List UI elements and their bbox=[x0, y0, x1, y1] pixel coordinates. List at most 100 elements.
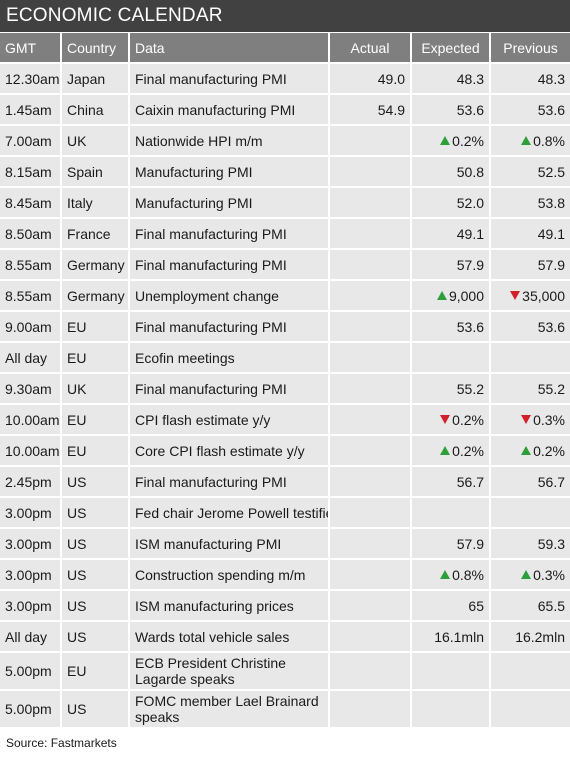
table-row: 3.00pm US Construction spending m/m 0.8% 0.… bbox=[0, 558, 570, 589]
cell-country: France bbox=[62, 219, 130, 248]
calendar-title: ECONOMIC CALENDAR bbox=[0, 0, 570, 32]
up-arrow-icon bbox=[436, 291, 447, 300]
expected-value: 16.1mln bbox=[434, 628, 484, 645]
country-value: UK bbox=[67, 132, 87, 149]
cell-previous: 0.2% bbox=[491, 436, 570, 465]
cell-country: UK bbox=[62, 126, 130, 155]
cell-expected: 53.6 bbox=[412, 312, 491, 341]
cell-gmt: 10.00am bbox=[0, 436, 62, 465]
gmt-value: 8.55am bbox=[5, 256, 52, 273]
country-value: US bbox=[67, 597, 87, 614]
cell-previous: 49.1 bbox=[491, 219, 570, 248]
cell-actual bbox=[330, 436, 412, 465]
cell-gmt: 1.45am bbox=[0, 95, 62, 124]
cell-expected: 65 bbox=[412, 591, 491, 620]
cell-actual bbox=[330, 219, 412, 248]
expected-value: 52.0 bbox=[456, 194, 484, 211]
cell-actual bbox=[330, 691, 412, 727]
cell-gmt: 3.00pm bbox=[0, 529, 62, 558]
gmt-value: 9.00am bbox=[5, 318, 52, 335]
table-row: All day US Wards total vehicle sales 16.1ml… bbox=[0, 620, 570, 651]
previous-value: 59.3 bbox=[537, 535, 565, 552]
cell-country: EU bbox=[62, 436, 130, 465]
cell-expected: 0.2% bbox=[412, 405, 491, 434]
expected-value: 0.2% bbox=[452, 132, 484, 149]
data-value: Final manufacturing PMI bbox=[135, 225, 287, 242]
actual-value: 54.9 bbox=[377, 101, 405, 118]
cell-actual bbox=[330, 312, 412, 341]
cell-expected: 52.0 bbox=[412, 188, 491, 217]
cell-actual bbox=[330, 405, 412, 434]
table-row: 3.00pm US ISM manufacturing prices 65 65.5 bbox=[0, 589, 570, 620]
cell-previous: 65.5 bbox=[491, 591, 570, 620]
previous-value: 16.2mln bbox=[515, 628, 565, 645]
table-row: All day EU Ecofin meetings bbox=[0, 341, 570, 372]
country-value: US bbox=[67, 504, 87, 521]
previous-value: 0.3% bbox=[533, 411, 565, 428]
cell-actual bbox=[330, 467, 412, 496]
cell-data: Final manufacturing PMI bbox=[130, 64, 330, 93]
cell-expected: 9,000 bbox=[412, 281, 491, 310]
table-row: 2.45pm US Final manufacturing PMI 56.7 56.7 bbox=[0, 465, 570, 496]
source-note: Source: Fastmarkets bbox=[6, 736, 117, 750]
table-row: 9.30am UK Final manufacturing PMI 55.2 55.2 bbox=[0, 372, 570, 403]
cell-previous: 0.3% bbox=[491, 560, 570, 589]
header-data: Data bbox=[130, 33, 330, 62]
cell-data: ISM manufacturing prices bbox=[130, 591, 330, 620]
cell-previous: 48.3 bbox=[491, 64, 570, 93]
cell-country: US bbox=[62, 560, 130, 589]
cell-data: Core CPI flash estimate y/y bbox=[130, 436, 330, 465]
cell-actual bbox=[330, 591, 412, 620]
data-value: FOMC member Lael Brainard speaks bbox=[135, 693, 319, 725]
cell-previous bbox=[491, 691, 570, 727]
cell-actual bbox=[330, 622, 412, 651]
data-value: Final manufacturing PMI bbox=[135, 256, 287, 273]
table-row: 8.50am France Final manufacturing PMI 49.1 4… bbox=[0, 217, 570, 248]
cell-data: Fed chair Jerome Powell testifies bbox=[130, 498, 330, 527]
cell-actual bbox=[330, 250, 412, 279]
cell-gmt: 8.50am bbox=[0, 219, 62, 248]
country-value: Italy bbox=[67, 194, 93, 211]
previous-value: 65.5 bbox=[537, 597, 565, 614]
country-value: US bbox=[67, 628, 87, 645]
country-value: Japan bbox=[67, 70, 106, 87]
cell-gmt: 5.00pm bbox=[0, 653, 62, 689]
calendar-table: GMT Country Data Actual Expected Previou… bbox=[0, 32, 570, 727]
cell-previous: 52.5 bbox=[491, 157, 570, 186]
previous-value: 53.8 bbox=[537, 194, 565, 211]
data-value: Wards total vehicle sales bbox=[135, 628, 290, 645]
country-value: EU bbox=[67, 442, 87, 459]
cell-previous: 0.8% bbox=[491, 126, 570, 155]
expected-value: 65 bbox=[468, 597, 484, 614]
cell-previous: 0.3% bbox=[491, 405, 570, 434]
cell-country: China bbox=[62, 95, 130, 124]
expected-value: 0.2% bbox=[452, 411, 484, 428]
gmt-value: 8.50am bbox=[5, 225, 52, 242]
gmt-value: 5.00pm bbox=[5, 663, 52, 679]
cell-actual bbox=[330, 188, 412, 217]
cell-expected: 57.9 bbox=[412, 529, 491, 558]
cell-actual bbox=[330, 560, 412, 589]
table-row: 10.00am EU CPI flash estimate y/y 0.2% 0.3% bbox=[0, 403, 570, 434]
table-header: GMT Country Data Actual Expected Previou… bbox=[0, 32, 570, 62]
cell-gmt: 8.55am bbox=[0, 250, 62, 279]
down-arrow-icon bbox=[510, 291, 521, 300]
table-row: 3.00pm US Fed chair Jerome Powell testifie… bbox=[0, 496, 570, 527]
cell-previous: 56.7 bbox=[491, 467, 570, 496]
cell-expected: 55.2 bbox=[412, 374, 491, 403]
table-row: 9.00am EU Final manufacturing PMI 53.6 53.6 bbox=[0, 310, 570, 341]
cell-expected bbox=[412, 343, 491, 372]
cell-country: Germany bbox=[62, 250, 130, 279]
cell-gmt: 3.00pm bbox=[0, 591, 62, 620]
expected-value: 9,000 bbox=[448, 287, 484, 304]
cell-previous bbox=[491, 343, 570, 372]
cell-country: EU bbox=[62, 343, 130, 372]
country-value: China bbox=[67, 101, 104, 118]
up-arrow-icon bbox=[440, 570, 451, 579]
gmt-value: 8.45am bbox=[5, 194, 52, 211]
cell-gmt: 10.00am bbox=[0, 405, 62, 434]
country-value: EU bbox=[67, 663, 87, 679]
country-value: UK bbox=[67, 380, 87, 397]
expected-value: 49.1 bbox=[456, 225, 484, 242]
cell-data: Final manufacturing PMI bbox=[130, 374, 330, 403]
